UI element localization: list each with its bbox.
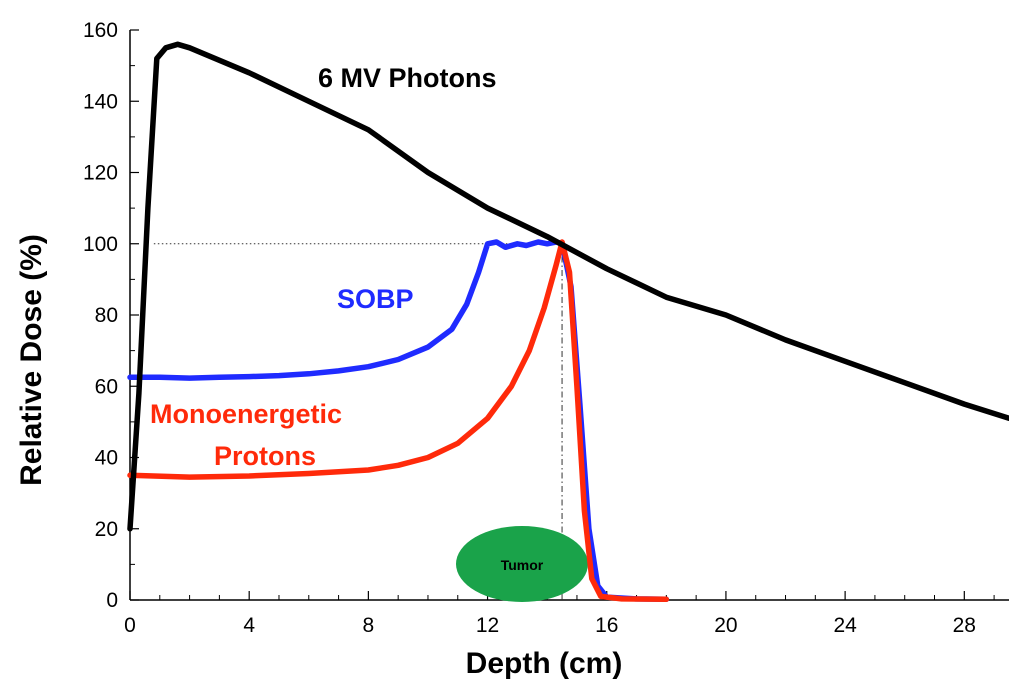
sobp-label: SOBP <box>337 284 414 314</box>
photons-label: 6 MV Photons <box>318 63 497 93</box>
y-tick-label: 20 <box>95 518 118 541</box>
tumor-ellipse <box>456 526 588 602</box>
x-axis-ticks: 0 4 8 12 16 20 24 28 <box>124 591 995 637</box>
series-lines <box>127 41 1009 603</box>
y-tick-label: 120 <box>83 162 118 185</box>
mono-label-line2: Protons <box>214 441 316 471</box>
monoenergetic-protons-line <box>127 239 670 603</box>
x-tick-label: 16 <box>595 614 618 637</box>
x-axis-title: Depth (cm) <box>466 647 623 679</box>
y-axis-ticks: 0 20 40 60 80 100 120 140 160 <box>83 19 139 612</box>
x-tick-label: 8 <box>363 614 375 637</box>
y-tick-label: 100 <box>83 233 118 256</box>
y-tick-label: 40 <box>95 447 118 470</box>
y-tick-label: 80 <box>95 304 118 327</box>
y-tick-label: 60 <box>95 375 118 398</box>
x-tick-label: 28 <box>953 614 976 637</box>
y-tick-label: 0 <box>106 589 118 612</box>
x-tick-label: 12 <box>476 614 499 637</box>
x-tick-label: 0 <box>124 614 136 637</box>
x-tick-label: 4 <box>243 614 255 637</box>
y-tick-label: 140 <box>83 90 118 113</box>
y-axis-title: Relative Dose (%) <box>15 234 48 486</box>
x-tick-label: 20 <box>714 614 737 637</box>
y-tick-label: 160 <box>83 19 118 42</box>
tumor-marker: Tumor <box>456 526 588 602</box>
tumor-label: Tumor <box>501 557 544 573</box>
x-tick-label: 24 <box>833 614 857 637</box>
6-mv-photons-line <box>127 41 1009 532</box>
mono-label-line1: Monoenergetic <box>150 399 342 429</box>
